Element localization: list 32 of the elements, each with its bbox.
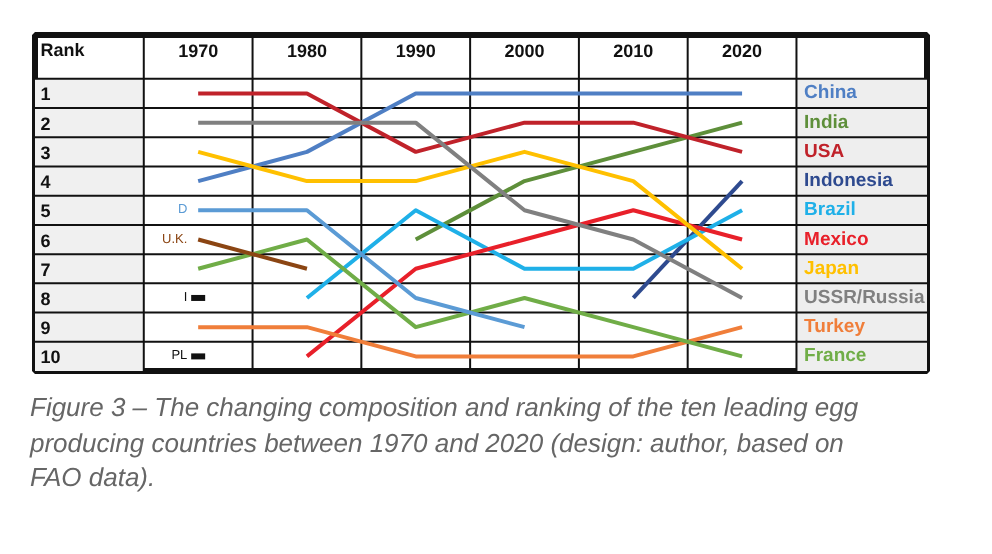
line-series (413, 120, 745, 242)
y-tick-label: 6 (40, 230, 51, 251)
x-tick-label: 2010 (613, 40, 654, 61)
y-tick-label: 1 (40, 84, 51, 105)
x-tick-label: 1970 (178, 40, 219, 61)
line-series (304, 208, 745, 359)
caption: Figure 3 – The changing composition and ranking of the ten leading egg producing countries between 1970 and 2020 (design: author, based on FAO data). (30, 390, 861, 496)
y-tick-label: 5 (40, 201, 51, 222)
text: France (804, 345, 867, 368)
x-tick-label: 1980 (286, 40, 327, 61)
text: India (804, 111, 850, 134)
y-tick-label: 2 (40, 113, 51, 134)
line-series (196, 120, 745, 300)
text: Mexico (804, 228, 869, 251)
line-series (196, 237, 745, 359)
y-tick-label: 7 (40, 259, 51, 280)
text: USA (804, 140, 845, 163)
y-tick-label: 10 (40, 347, 61, 368)
x-tick-label: 1990 (395, 40, 436, 61)
text: Indonesia (804, 170, 895, 193)
y-tick-label: 8 (40, 288, 51, 309)
y-axis-title: Rank (40, 39, 87, 60)
text: USSR/Russia (804, 286, 926, 309)
y-tick-label: 4 (40, 172, 51, 193)
y-tick-label: 9 (40, 318, 51, 339)
text: Japan (804, 257, 860, 280)
text: Turkey (804, 316, 867, 339)
x-tick-label: 2000 (504, 40, 545, 61)
x-tick-label: 2020 (722, 40, 763, 61)
text: China (804, 82, 859, 105)
y-tick-label: 3 (40, 142, 51, 163)
text: Brazil (804, 199, 856, 222)
